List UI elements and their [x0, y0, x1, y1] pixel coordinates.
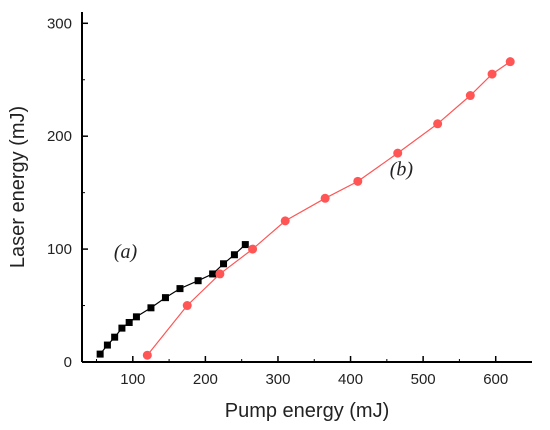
- data-point-circle: [215, 269, 225, 279]
- data-point-circle: [465, 91, 475, 101]
- data-point-square: [96, 350, 104, 358]
- series-a: [96, 241, 249, 358]
- data-point-square: [103, 341, 111, 349]
- x-tick-label: 200: [193, 371, 218, 388]
- data-point-circle: [142, 350, 152, 360]
- data-point-circle: [182, 301, 192, 311]
- x-tick-label: 100: [120, 371, 145, 388]
- data-point-circle: [353, 176, 363, 186]
- data-point-circle: [320, 193, 330, 203]
- x-tick-label: 600: [483, 371, 508, 388]
- data-point-square: [194, 277, 202, 285]
- data-point-square: [111, 333, 119, 341]
- data-point-square: [132, 313, 140, 321]
- data-point-square: [230, 251, 238, 259]
- data-point-square: [209, 270, 217, 278]
- data-point-square: [147, 304, 155, 312]
- x-axis-title: Pump energy (mJ): [225, 400, 390, 422]
- data-point-circle: [280, 216, 290, 226]
- y-tick-label: 0: [64, 354, 72, 371]
- data-point-square: [161, 294, 169, 302]
- x-tick-label: 400: [338, 371, 363, 388]
- plot-area: [81, 12, 532, 363]
- y-axis-ticks: 0 100 200 300: [47, 15, 88, 371]
- series-b: [142, 57, 515, 360]
- data-point-square: [118, 324, 126, 332]
- x-axis-ticks: 100 200 300 400 500 600: [96, 356, 508, 388]
- series-layer: [96, 57, 515, 360]
- series-annotation: (b): [390, 159, 414, 181]
- data-point-circle: [393, 148, 403, 158]
- y-tick-label: 300: [47, 15, 72, 32]
- annotation-layer: (a) (b): [114, 159, 413, 263]
- data-point-circle: [248, 244, 258, 254]
- y-tick-label: 100: [47, 241, 72, 258]
- data-point-square: [220, 260, 228, 268]
- series-line: [146, 61, 511, 356]
- y-axis-title: Laser energy (mJ): [7, 106, 29, 268]
- y-tick-label: 200: [47, 128, 72, 145]
- data-point-square: [241, 241, 249, 249]
- series-annotation: (a): [114, 241, 138, 263]
- data-point-square: [125, 318, 133, 326]
- x-tick-label: 500: [411, 371, 436, 388]
- x-tick-label: 300: [265, 371, 290, 388]
- data-point-square: [176, 285, 184, 293]
- data-point-circle: [505, 57, 515, 67]
- data-point-circle: [433, 119, 443, 129]
- data-point-circle: [487, 69, 497, 79]
